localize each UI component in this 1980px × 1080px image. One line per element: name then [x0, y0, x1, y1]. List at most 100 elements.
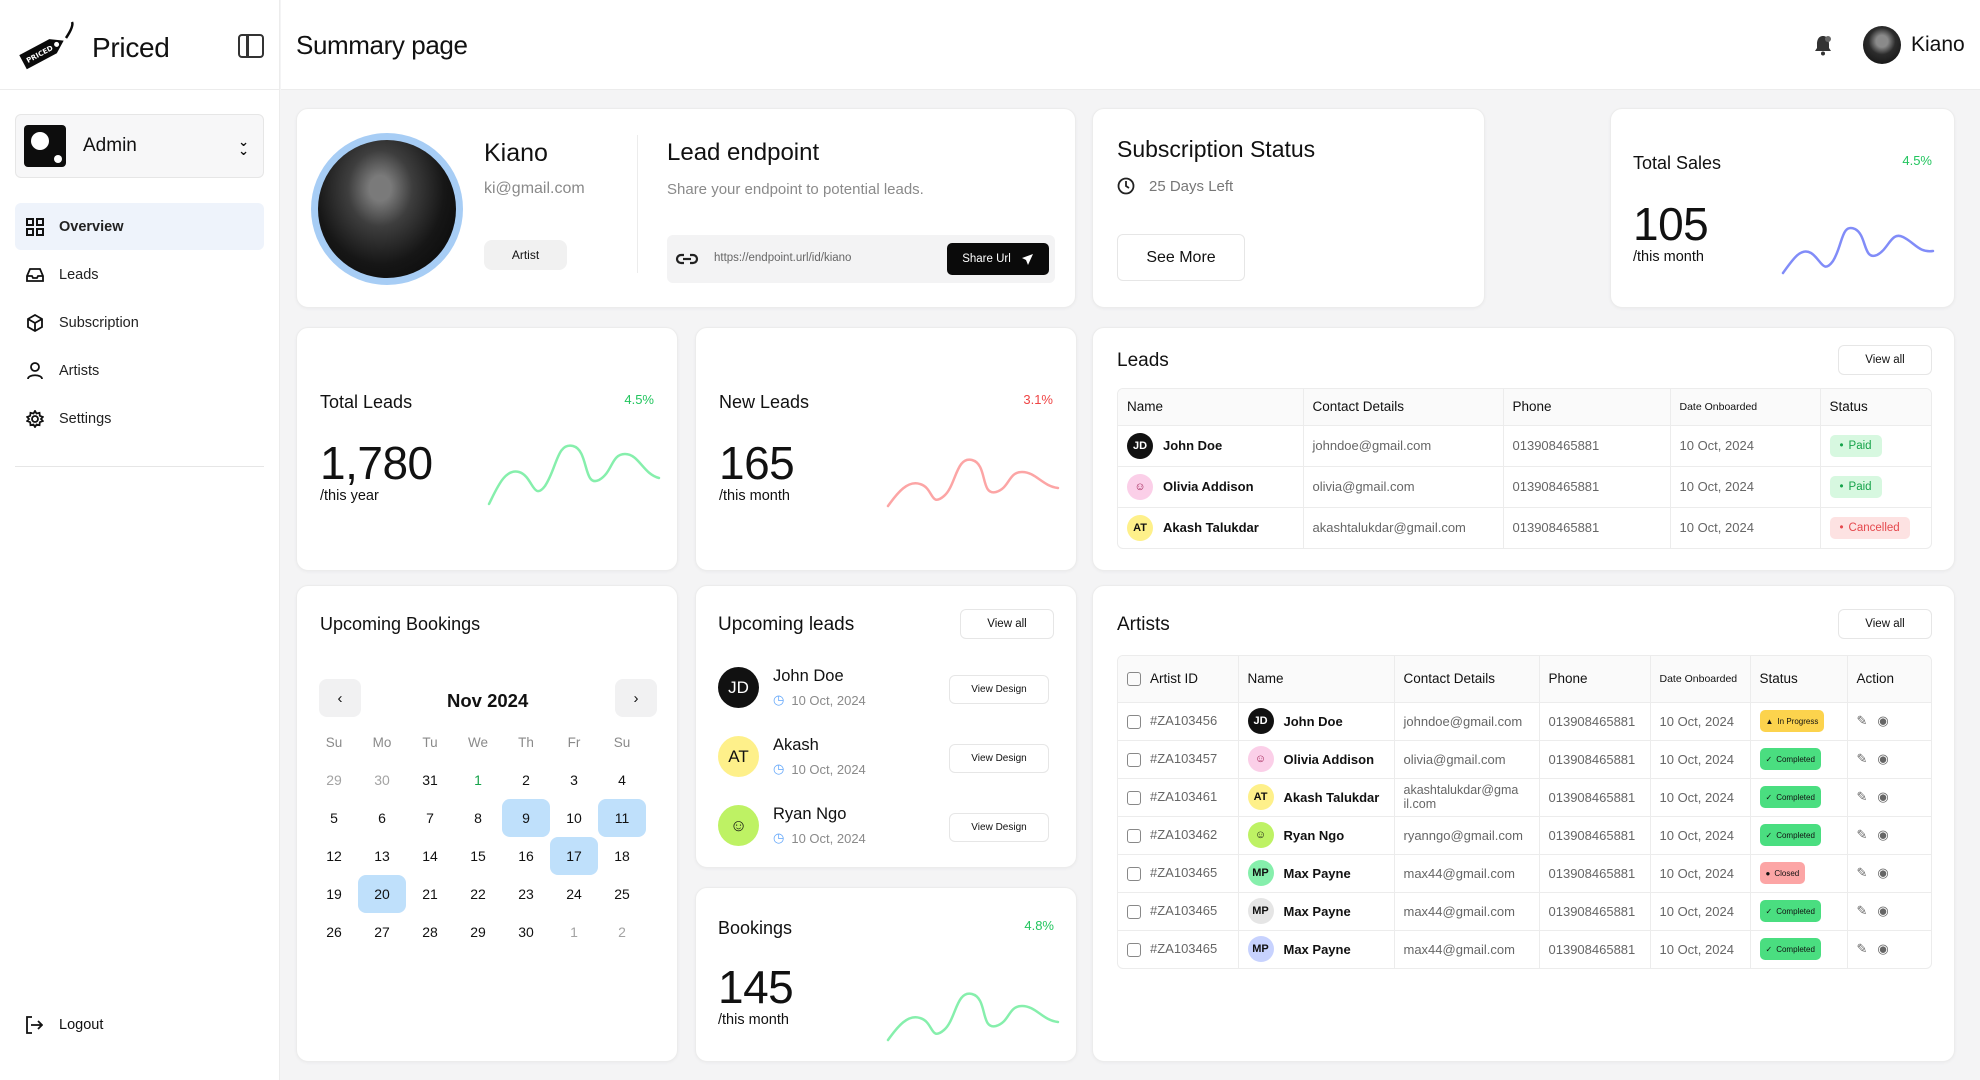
calendar-day[interactable]: 1: [474, 772, 482, 788]
calendar-day[interactable]: 31: [422, 772, 438, 788]
calendar-day[interactable]: 26: [326, 924, 342, 940]
calendar-day[interactable]: 11: [598, 799, 646, 837]
table-row[interactable]: #ZA103457 ☺ Olivia Addison olivia@gmail.c…: [1118, 740, 1931, 779]
edit-icon[interactable]: ✎: [1856, 751, 1868, 766]
user-name[interactable]: Kiano: [1911, 33, 1965, 56]
table-row[interactable]: #ZA103462 ☺ Ryan Ngo ryanngo@gmail.com 01…: [1118, 816, 1931, 855]
row-checkbox[interactable]: [1127, 904, 1141, 919]
lead-date: 10 Oct, 2024: [1670, 425, 1821, 467]
table-row[interactable]: #ZA103465 MP Max Payne max44@gmail.com 01…: [1118, 854, 1931, 893]
calendar-day[interactable]: 24: [566, 886, 582, 902]
table-row[interactable]: #ZA103465 MP Max Payne max44@gmail.com 01…: [1118, 892, 1931, 931]
row-checkbox[interactable]: [1127, 752, 1141, 767]
row-checkbox[interactable]: [1127, 790, 1141, 805]
sidebar-item-overview[interactable]: Overview: [15, 203, 264, 250]
sidebar-item-leads[interactable]: Leads: [15, 251, 264, 298]
eye-icon[interactable]: ◉: [1877, 941, 1889, 957]
calendar-day[interactable]: 21: [422, 886, 438, 902]
calendar-day[interactable]: 8: [474, 810, 482, 826]
eye-icon[interactable]: ◉: [1877, 713, 1889, 728]
brand[interactable]: PRICED Priced: [14, 20, 170, 76]
view-design-button[interactable]: View Design: [949, 675, 1049, 704]
edit-icon[interactable]: ✎: [1856, 941, 1868, 957]
avatar: JD: [1127, 432, 1153, 459]
calendar-day[interactable]: 12: [326, 848, 342, 864]
calendar-day[interactable]: 17: [550, 837, 598, 875]
calendar-day[interactable]: 16: [518, 848, 534, 864]
view-design-button[interactable]: View Design: [949, 744, 1049, 773]
sidebar-item-artists[interactable]: Artists: [15, 347, 264, 394]
share-url-button[interactable]: Share Url: [947, 243, 1049, 275]
view-all-artists-button[interactable]: View all: [1838, 609, 1932, 639]
sidebar-toggle-icon[interactable]: [238, 34, 264, 58]
calendar-day[interactable]: 27: [374, 924, 390, 940]
calendar-day[interactable]: 9: [502, 799, 550, 837]
calendar-day[interactable]: 15: [470, 848, 486, 864]
edit-icon[interactable]: ✎: [1856, 789, 1868, 804]
calendar-day[interactable]: 4: [618, 772, 626, 788]
calendar-day[interactable]: 23: [518, 886, 534, 902]
stat-value: 145: [718, 961, 794, 1013]
calendar-day[interactable]: 30: [374, 772, 390, 788]
role-select[interactable]: Admin ⌄ ⌄: [15, 114, 264, 178]
calendar-day[interactable]: 19: [326, 886, 342, 902]
table-row[interactable]: AT Akash Talukdar akashtalukdar@gmail.com…: [1118, 507, 1931, 548]
see-more-button[interactable]: See More: [1117, 234, 1245, 281]
stat-label: Total Leads: [320, 392, 413, 412]
eye-icon[interactable]: ◉: [1877, 903, 1889, 918]
calendar-day[interactable]: 29: [326, 772, 342, 788]
view-all-leads-button[interactable]: View all: [1838, 345, 1932, 375]
calendar-day[interactable]: 2: [522, 772, 530, 788]
edit-icon[interactable]: ✎: [1856, 903, 1868, 918]
eye-icon[interactable]: ◉: [1877, 827, 1889, 842]
calendar-day[interactable]: 5: [330, 810, 338, 826]
table-row[interactable]: #ZA103465 MP Max Payne max44@gmail.com 01…: [1118, 930, 1931, 968]
calendar-day[interactable]: 6: [378, 810, 386, 826]
calendar-day[interactable]: 30: [518, 924, 534, 940]
sidebar-item-label: Subscription: [59, 314, 139, 331]
table-row[interactable]: #ZA103461 AT Akash Talukdar akashtalukdar…: [1118, 778, 1931, 817]
sparkline-chart: [886, 992, 1060, 1042]
table-row[interactable]: ☺ Olivia Addison olivia@gmail.com 0139084…: [1118, 466, 1931, 508]
table-row[interactable]: JD John Doe johndoe@gmail.com 01390846588…: [1118, 425, 1931, 467]
row-checkbox[interactable]: [1127, 866, 1141, 881]
calendar-day[interactable]: 2: [618, 924, 626, 940]
calendar-day[interactable]: 10: [566, 810, 582, 826]
edit-icon[interactable]: ✎: [1856, 865, 1868, 880]
calendar-day[interactable]: 28: [422, 924, 438, 940]
calendar-day[interactable]: 25: [614, 886, 630, 902]
sidebar-item-subscription[interactable]: Subscription: [15, 299, 264, 346]
bell-icon[interactable]: [1813, 34, 1833, 56]
view-all-upcoming-button[interactable]: View all: [960, 609, 1054, 639]
calendar-day[interactable]: 3: [570, 772, 578, 788]
row-checkbox[interactable]: [1127, 714, 1141, 729]
table-row[interactable]: #ZA103456 JD John Doe johndoe@gmail.com 0…: [1118, 702, 1931, 741]
calendar-day[interactable]: 13: [374, 848, 390, 864]
eye-icon[interactable]: ◉: [1877, 789, 1889, 804]
avatar[interactable]: [1863, 26, 1901, 64]
calendar-day[interactable]: 7: [426, 810, 434, 826]
eye-icon[interactable]: ◉: [1877, 865, 1889, 880]
lead-date: ◷ 10 Oct, 2024: [773, 692, 866, 708]
edit-icon[interactable]: ✎: [1856, 713, 1868, 728]
edit-icon[interactable]: ✎: [1856, 827, 1868, 842]
select-all-checkbox[interactable]: [1127, 672, 1141, 687]
calendar-day[interactable]: 29: [470, 924, 486, 940]
link-icon: [675, 253, 699, 265]
calendar-day[interactable]: 18: [614, 848, 630, 864]
lead-email: johndoe@gmail.com: [1303, 425, 1504, 467]
calendar-day[interactable]: 22: [470, 886, 486, 902]
view-design-button[interactable]: View Design: [949, 813, 1049, 842]
row-checkbox[interactable]: [1127, 943, 1141, 958]
next-month-button[interactable]: ›: [615, 679, 657, 717]
eye-icon[interactable]: ◉: [1877, 751, 1889, 766]
logout-button[interactable]: Logout: [25, 1016, 103, 1034]
prev-month-button[interactable]: ‹: [319, 679, 361, 717]
calendar-day[interactable]: 1: [570, 924, 578, 940]
row-checkbox[interactable]: [1127, 828, 1141, 843]
calendar-day[interactable]: 14: [422, 848, 438, 864]
sidebar-item-settings[interactable]: Settings: [15, 395, 264, 442]
calendar-day[interactable]: 20: [358, 875, 406, 913]
lead-phone: 013908465881: [1503, 425, 1671, 467]
endpoint-field[interactable]: https://endpoint.url/id/kiano Share Url: [667, 235, 1055, 283]
